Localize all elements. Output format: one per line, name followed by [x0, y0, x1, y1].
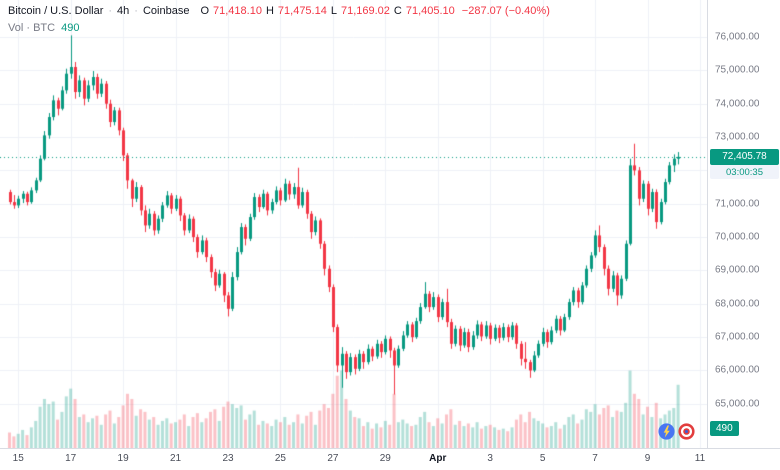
time-axis-label: 19: [117, 453, 129, 464]
price-axis-label: 66,000.00: [715, 364, 760, 376]
symbol-legend: Bitcoin / U.S. Dollar · 4h · Coinbase O …: [8, 5, 550, 17]
ohlc-values: O 71,418.10 H 71,475.14 L 71,169.02 C 71…: [200, 5, 454, 17]
time-axis-label: 27: [327, 453, 339, 464]
exchange-label[interactable]: Coinbase: [142, 5, 190, 17]
time-axis-label: 23: [222, 453, 234, 464]
bar-countdown: 03:00:35: [710, 165, 779, 180]
time-axis[interactable]: 15 17 19 21 23 25 27 29 Apr 3 5 7 9 11: [0, 448, 780, 470]
time-axis-label: 17: [65, 453, 77, 464]
high-value: 71,475.14: [277, 5, 327, 17]
low-value: 71,169.02: [340, 5, 390, 17]
close-value: 71,405.10: [405, 5, 455, 17]
close-label: C: [393, 5, 402, 17]
time-axis-label: 9: [644, 453, 651, 464]
price-axis-label: 71,000.00: [715, 198, 760, 210]
price-axis-label: 67,000.00: [715, 331, 760, 343]
price-axis-label: 65,000.00: [715, 398, 760, 410]
volume-indicator-value: 490: [61, 22, 80, 34]
price-axis-label: 69,000.00: [715, 264, 760, 276]
lightning-reaction-icon[interactable]: [658, 423, 675, 440]
price-axis-label: 68,000.00: [715, 298, 760, 310]
open-label: O: [200, 5, 210, 17]
price-axis[interactable]: 72,405.78 03:00:35 490 76,000.00 75,000.0…: [707, 0, 780, 448]
candlestick-chart-canvas[interactable]: [0, 0, 707, 448]
price-axis-label: 70,000.00: [715, 231, 760, 243]
time-axis-label: 29: [379, 453, 391, 464]
volume-value-badge: 490: [710, 421, 739, 436]
time-axis-label: Apr: [429, 453, 447, 464]
low-label: L: [330, 5, 337, 17]
last-price-badge: 72,405.78: [710, 148, 779, 165]
time-axis-label: 11: [694, 453, 706, 464]
time-axis-label: 7: [592, 453, 598, 464]
price-axis-label: 75,000.00: [715, 64, 760, 76]
symbol-name[interactable]: Bitcoin / U.S. Dollar: [8, 5, 104, 17]
time-axis-label: 15: [12, 453, 24, 464]
change-value: −287.07 (−0.40%): [461, 5, 550, 17]
time-axis-label: 3: [487, 453, 493, 464]
target-reaction-icon[interactable]: [678, 423, 695, 440]
price-axis-label: 74,000.00: [715, 98, 760, 110]
time-axis-label: 21: [169, 453, 182, 464]
interval-label[interactable]: 4h: [117, 5, 130, 17]
legend-separator: ·: [134, 5, 138, 17]
reaction-buttons: [658, 423, 695, 440]
legend-separator: ·: [108, 5, 113, 17]
price-axis-label: 73,000.00: [715, 131, 760, 143]
open-value: 71,418.10: [213, 5, 262, 17]
time-axis-label: 5: [539, 453, 546, 464]
volume-legend: Vol · BTC 490: [8, 22, 79, 34]
volume-indicator-label[interactable]: Vol · BTC: [8, 22, 56, 34]
high-label: H: [265, 5, 274, 17]
time-axis-label: 25: [274, 453, 286, 464]
price-axis-label: 76,000.00: [715, 31, 760, 43]
